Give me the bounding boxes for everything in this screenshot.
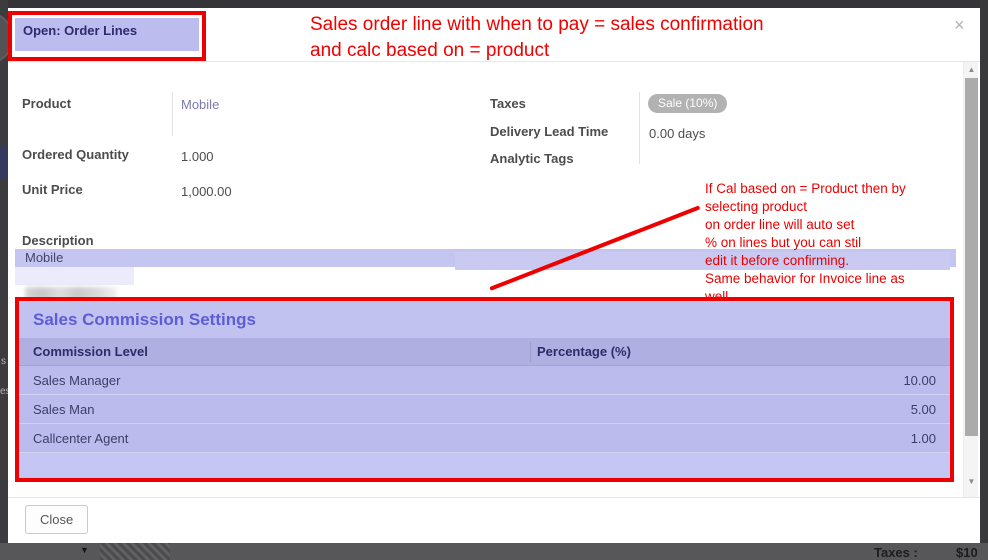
commission-level-cell: Sales Manager <box>33 372 121 388</box>
taxes-label: Taxes <box>490 96 526 111</box>
overlay-edge-right <box>980 0 988 560</box>
description-line-selection <box>15 267 134 285</box>
percentage-cell: 5.00 <box>910 401 936 417</box>
annotation-side-line: Same behavior for Invoice line as <box>705 271 905 286</box>
ordered-quantity-label: Ordered Quantity <box>22 147 129 162</box>
scrollbar-thumb[interactable] <box>965 78 978 436</box>
ordered-quantity-value: 1.000 <box>181 149 214 164</box>
annotation-top: Sales order line with when to pay = sale… <box>310 12 970 64</box>
tax-badge: Sale (10%) <box>648 94 728 113</box>
percentage-cell: 10.00 <box>903 372 936 388</box>
unit-price-label: Unit Price <box>22 182 83 197</box>
field-separator <box>639 92 640 164</box>
annotation-side-line: % on lines but you can stil <box>705 235 862 250</box>
background-page-strip: ▼ Taxes : $10 <box>0 543 988 560</box>
table-row[interactable]: Callcenter Agent 1.00 <box>19 424 950 453</box>
background-navy-block <box>0 146 8 180</box>
annotation-side-line: If Cal based on = Product then by <box>705 181 906 196</box>
sales-commission-settings-title: Sales Commission Settings <box>33 310 256 329</box>
field-separator <box>172 92 173 136</box>
table-row[interactable]: Sales Man 5.00 <box>19 395 950 424</box>
analytic-tags-label: Analytic Tags <box>490 151 574 166</box>
percentage-cell: 1.00 <box>910 430 936 446</box>
annotation-top-line1: Sales order line with when to pay = sale… <box>310 14 764 35</box>
modal-scrollbar[interactable]: ▲ ▼ <box>963 62 978 497</box>
modal-title-highlight <box>15 18 199 51</box>
modal-footer-divider <box>8 497 980 498</box>
overlay-edge-top <box>0 0 988 8</box>
background-taxes-label: Taxes : <box>874 545 918 560</box>
close-icon[interactable]: × <box>954 15 965 35</box>
dropdown-caret-icon: ▼ <box>80 545 89 555</box>
annotation-side-line: selecting product <box>705 199 808 214</box>
sales-commission-settings-section: Sales Commission Settings Commission Lev… <box>15 297 954 482</box>
modal-title: Open: Order Lines <box>23 23 138 38</box>
order-lines-modal: Open: Order Lines × Sales order line wit… <box>8 8 980 543</box>
overlay-edge-left: s es <box>0 0 8 560</box>
scroll-up-icon[interactable]: ▲ <box>967 65 976 74</box>
description-label: Description <box>22 233 94 248</box>
commission-table-empty-row <box>19 453 950 477</box>
percentage-column-header: Percentage (%) <box>530 341 950 362</box>
annotation-side-line: on order line will auto set <box>705 217 855 232</box>
commission-level-cell: Sales Man <box>33 401 95 417</box>
commission-level-cell: Callcenter Agent <box>33 430 129 446</box>
commission-table: Commission Level Percentage (%) Sales Ma… <box>19 338 950 477</box>
annotation-side: If Cal based on = Product then by select… <box>455 180 959 306</box>
table-row[interactable]: Sales Manager 10.00 <box>19 366 950 395</box>
product-value[interactable]: Mobile <box>181 97 220 112</box>
background-text-fragment: s <box>1 356 6 367</box>
delivery-lead-time-label: Delivery Lead Time <box>490 124 609 139</box>
scroll-down-icon[interactable]: ▼ <box>967 477 976 486</box>
commission-level-column-header: Commission Level <box>33 344 148 359</box>
commission-table-header: Commission Level Percentage (%) <box>19 338 950 366</box>
background-text-fragment: es <box>0 386 8 397</box>
annotation-side-line-highlighted: edit it before confirming. <box>455 252 950 270</box>
annotation-top-line2: and calc based on = product <box>310 40 550 61</box>
background-avatar-circle <box>0 12 8 64</box>
modal-title-annotation-box: Open: Order Lines <box>8 11 206 61</box>
background-hatched-field <box>100 543 170 560</box>
description-redacted-text <box>25 287 117 300</box>
delivery-lead-time-value: 0.00 days <box>649 126 706 141</box>
background-taxes-amount: $10 <box>956 545 978 560</box>
product-label: Product <box>22 96 72 111</box>
unit-price-value: 1,000.00 <box>181 184 232 199</box>
close-button[interactable]: Close <box>25 505 89 534</box>
modal-header-divider <box>8 61 980 62</box>
